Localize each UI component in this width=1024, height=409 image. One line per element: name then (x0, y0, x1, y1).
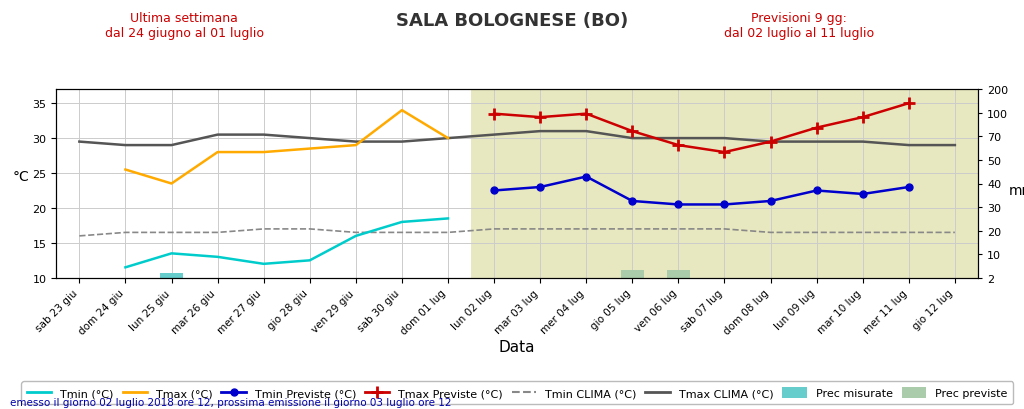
X-axis label: Data: Data (499, 339, 536, 354)
Y-axis label: °C: °C (13, 170, 30, 184)
Bar (621, 271, 644, 278)
Y-axis label: mm: mm (1009, 184, 1024, 198)
Bar (667, 271, 690, 278)
Text: Ultima settimana
dal 24 giugno al 01 luglio: Ultima settimana dal 24 giugno al 01 lug… (104, 12, 264, 40)
Text: SALA BOLOGNESE (BO): SALA BOLOGNESE (BO) (396, 12, 628, 30)
Legend: Tmin (°C), Tmax (°C), Tmin Previste (°C), Tmax Previste (°C), Tmin CLIMA (°C), T: Tmin (°C), Tmax (°C), Tmin Previste (°C)… (22, 382, 1013, 404)
Bar (471, 90, 978, 278)
Text: Previsioni 9 gg:
dal 02 luglio al 11 luglio: Previsioni 9 gg: dal 02 luglio al 11 lug… (724, 12, 873, 40)
Text: emesso il giorno 02 luglio 2018 ore 12, prossima emissione il giorno 03 luglio o: emesso il giorno 02 luglio 2018 ore 12, … (10, 397, 452, 407)
Bar (160, 274, 183, 278)
